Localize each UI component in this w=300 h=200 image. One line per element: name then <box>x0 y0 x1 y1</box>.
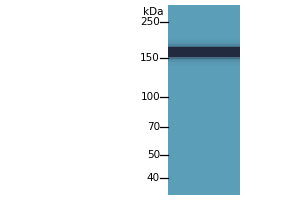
Bar <box>168 60 240 62</box>
Bar <box>168 64 240 66</box>
Bar <box>168 43 240 44</box>
Bar <box>168 40 240 41</box>
Bar <box>168 57 240 58</box>
Text: 150: 150 <box>140 53 160 63</box>
Bar <box>168 44 240 46</box>
Text: kDa: kDa <box>142 7 163 17</box>
Text: 100: 100 <box>140 92 160 102</box>
Bar <box>168 46 240 47</box>
Bar <box>168 38 240 40</box>
Text: 250: 250 <box>140 17 160 27</box>
Bar <box>168 47 240 57</box>
Bar <box>168 63 240 64</box>
Bar <box>168 5 240 195</box>
Text: 70: 70 <box>147 122 160 132</box>
Bar <box>168 41 240 43</box>
Text: 50: 50 <box>147 150 160 160</box>
Bar <box>168 62 240 63</box>
Bar <box>168 58 240 60</box>
Text: 40: 40 <box>147 173 160 183</box>
